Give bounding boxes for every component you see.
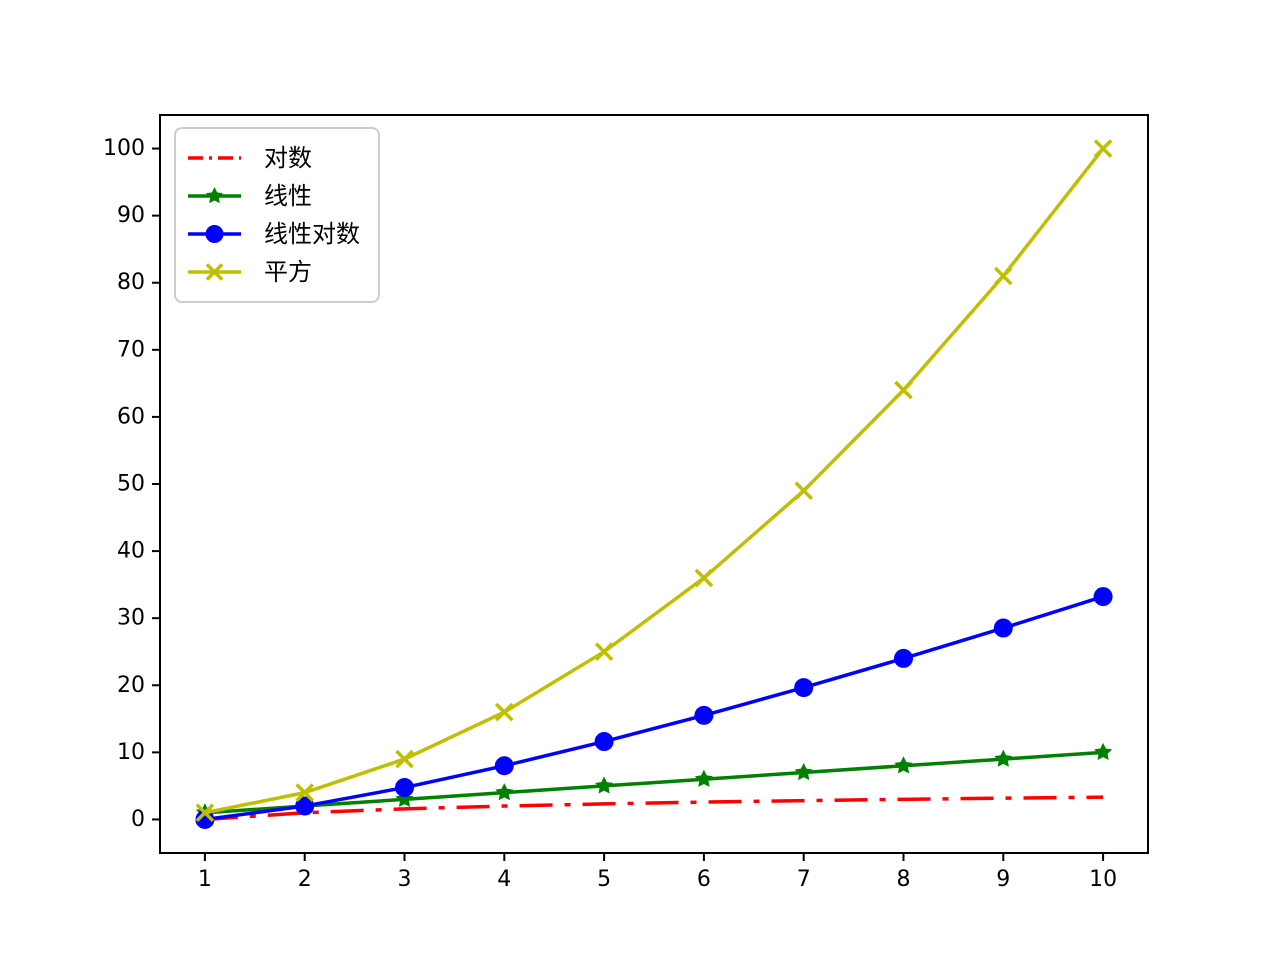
y-tick-label: 90 [117, 203, 145, 228]
legend-item-2: 线性对数 [186, 215, 360, 253]
circle-marker [395, 778, 415, 798]
y-tick-label: 30 [117, 606, 145, 631]
x-marker [894, 380, 913, 400]
legend-sample-line [188, 156, 241, 160]
y-tick-label: 0 [131, 807, 145, 832]
x-tick-label: 10 [1089, 867, 1117, 892]
star-marker [395, 789, 414, 808]
circle-marker [993, 618, 1013, 638]
x-tick-label: 3 [398, 867, 412, 892]
series-0 [204, 795, 1104, 822]
x-marker [195, 803, 215, 823]
star-marker [794, 762, 813, 781]
series-line [204, 750, 1104, 815]
y-tick-label: 20 [117, 673, 145, 698]
circle-marker [195, 809, 215, 829]
legend-item-0: 对数 [186, 139, 360, 177]
x-marker [295, 783, 315, 802]
star-marker [894, 756, 913, 774]
x-marker [205, 263, 224, 281]
circle-marker [794, 678, 814, 698]
legend-sample-line [188, 225, 241, 243]
circle-marker [594, 732, 614, 752]
legend-item-3: 平方 [186, 253, 360, 291]
y-tick-label: 50 [117, 472, 145, 497]
star-marker [1094, 742, 1113, 761]
legend: 对数线性线性对数平方 [174, 127, 380, 303]
y-tick-label: 80 [117, 270, 145, 295]
x-tick-label: 9 [996, 867, 1010, 892]
circle-marker [893, 648, 913, 668]
series-line [204, 594, 1104, 822]
y-tick-label: 70 [117, 337, 145, 362]
x-marker [594, 642, 614, 662]
circle-marker [1093, 587, 1113, 607]
y-tick-label: 10 [117, 740, 145, 765]
y-axis: 0 10 20 30 40 50 60 70 80 90 100 [103, 136, 160, 832]
star-marker [205, 187, 224, 204]
x-tick-label: 7 [797, 867, 811, 892]
legend-label: 平方 [264, 258, 312, 286]
series-line [204, 795, 1104, 822]
x-tick-label: 2 [298, 867, 312, 892]
y-tick-label: 100 [103, 136, 145, 161]
legend-label: 线性 [264, 182, 312, 210]
x-marker [395, 749, 414, 769]
star-marker [595, 776, 614, 794]
legend-item-1: 线性 [186, 177, 360, 215]
y-tick-label: 40 [117, 539, 145, 564]
x-tick-label: 1 [198, 867, 212, 892]
circle-marker [205, 225, 224, 243]
legend-sample-line [188, 263, 241, 281]
x-axis: 1 2 3 4 5 6 7 8 9 10 [198, 853, 1117, 892]
x-tick-label: 8 [896, 867, 910, 892]
circle-marker [295, 796, 315, 816]
star-marker [994, 749, 1013, 767]
x-marker [694, 568, 714, 588]
x-tick-label: 4 [497, 867, 511, 892]
star-marker [694, 769, 713, 787]
y-tick-label: 60 [117, 404, 145, 429]
legend-sample-line [188, 187, 241, 204]
x-marker [993, 266, 1013, 286]
x-marker [494, 702, 514, 722]
series-line [204, 147, 1105, 815]
star-marker [495, 783, 514, 801]
legend-label: 线性对数 [264, 220, 360, 248]
x-tick-label: 5 [597, 867, 611, 892]
x-tick-label: 6 [697, 867, 711, 892]
series-3 [195, 139, 1113, 823]
legend-label: 对数 [264, 144, 312, 172]
circle-marker [494, 756, 514, 776]
series-2 [195, 587, 1113, 829]
x-marker [794, 481, 814, 501]
x-marker [1093, 139, 1113, 158]
circle-marker [694, 705, 714, 725]
